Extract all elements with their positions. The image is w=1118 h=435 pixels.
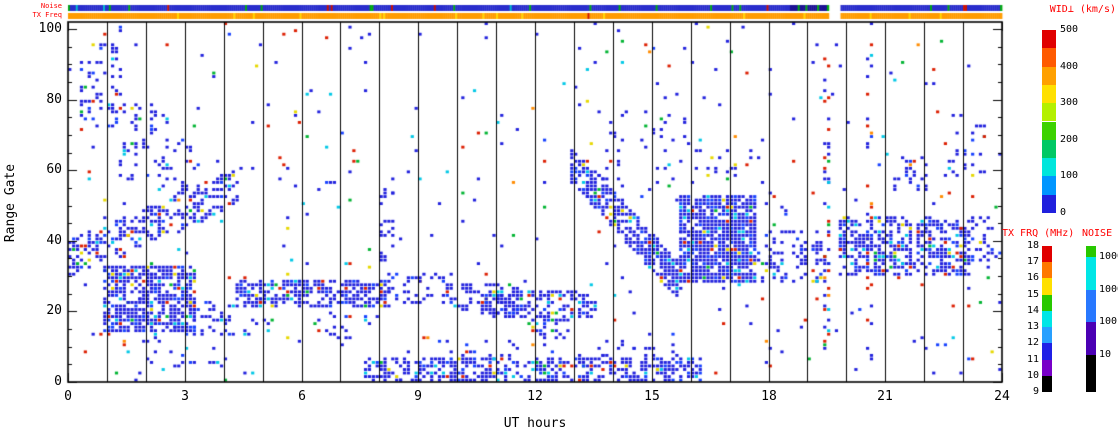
txfrq-tick-label: 17	[1026, 256, 1039, 267]
noise-colorbar-title: NOISE	[1082, 228, 1113, 239]
colorbar-segment	[1042, 375, 1052, 392]
y-tick-label: 60	[46, 162, 62, 177]
colorbar-segment	[1042, 121, 1056, 140]
colorbar-segment	[1042, 48, 1056, 67]
wid-tick-label: 0	[1060, 207, 1067, 218]
txfrq-tick-label: 14	[1026, 305, 1039, 316]
x-tick-label: 24	[994, 389, 1010, 404]
x-tick-label: 9	[414, 389, 422, 404]
wid-tick-label: 200	[1060, 134, 1079, 145]
y-tick-label: 100	[38, 21, 62, 36]
colorbar-segment	[1086, 256, 1096, 290]
colorbar-segment	[1042, 158, 1056, 177]
noise-tick-label: 10000	[1099, 251, 1118, 262]
txfreq-strip-label: TX Freq	[32, 11, 62, 19]
colorbar-segment	[1042, 84, 1056, 104]
y-tick-label: 40	[46, 233, 62, 248]
wid-colorbar-title: WID⊥ (km/s)	[1049, 4, 1116, 15]
colorbar-segment	[1086, 289, 1096, 322]
y-axis-title: Range Gate	[3, 163, 18, 243]
x-tick-label: 6	[298, 389, 306, 404]
txfrq-tick-label: 15	[1026, 289, 1039, 300]
colorbar-segment	[1042, 294, 1052, 311]
noise-tick-label: 100	[1099, 316, 1118, 327]
txfrq-tick-label: 16	[1026, 272, 1039, 283]
txfrq-tick-label: 13	[1026, 321, 1039, 332]
x-tick-label: 3	[181, 389, 189, 404]
x-tick-label: 18	[761, 389, 777, 404]
colorbar-segment	[1042, 246, 1052, 263]
y-tick-label: 20	[46, 303, 62, 318]
x-tick-label: 12	[527, 389, 543, 404]
wid-tick-label: 100	[1060, 170, 1079, 181]
wid-tick-label: 400	[1060, 61, 1079, 72]
colorbar-segment	[1086, 355, 1096, 392]
txfrq-tick-label: 12	[1026, 337, 1039, 348]
txfrq-tick-label: 9	[1032, 386, 1039, 397]
colorbar-segment	[1042, 103, 1056, 122]
colorbar-segment	[1042, 359, 1052, 376]
txfrq-tick-label: 11	[1026, 354, 1039, 365]
txfrq-tick-label: 10	[1026, 370, 1039, 381]
colorbar-segment	[1086, 246, 1096, 257]
colorbar-segment	[1042, 66, 1056, 85]
colorbar-segment	[1042, 30, 1056, 49]
noise-colorbar	[1086, 246, 1096, 392]
y-tick-label: 0	[54, 374, 62, 389]
colorbar-segment	[1042, 176, 1056, 195]
x-axis-title: UT hours	[503, 416, 567, 431]
txfrq-colorbar-title: TX FRQ (MHz)	[1002, 228, 1075, 239]
noise-tick-label: 10	[1099, 349, 1112, 360]
x-tick-label: 15	[644, 389, 660, 404]
noise-strip-label: Noise	[40, 2, 62, 10]
txfrq-tick-label: 18	[1026, 240, 1039, 251]
colorbar-segment	[1042, 194, 1056, 213]
colorbar-segment	[1042, 262, 1052, 279]
colorbar-segment	[1042, 343, 1052, 360]
wid-tick-label: 300	[1060, 97, 1079, 108]
wid-tick-label: 500	[1060, 24, 1079, 35]
y-tick-label: 80	[46, 92, 62, 107]
colorbar-segment	[1042, 310, 1052, 328]
colorbar-segment	[1042, 278, 1052, 295]
colorbar-segment	[1042, 139, 1056, 159]
colorbar-segment	[1042, 327, 1052, 344]
x-tick-label: 0	[64, 389, 72, 404]
wid-colorbar	[1042, 30, 1056, 213]
x-tick-label: 21	[877, 389, 893, 404]
txfrq-colorbar	[1042, 246, 1052, 392]
colorbar-segment	[1086, 321, 1096, 356]
